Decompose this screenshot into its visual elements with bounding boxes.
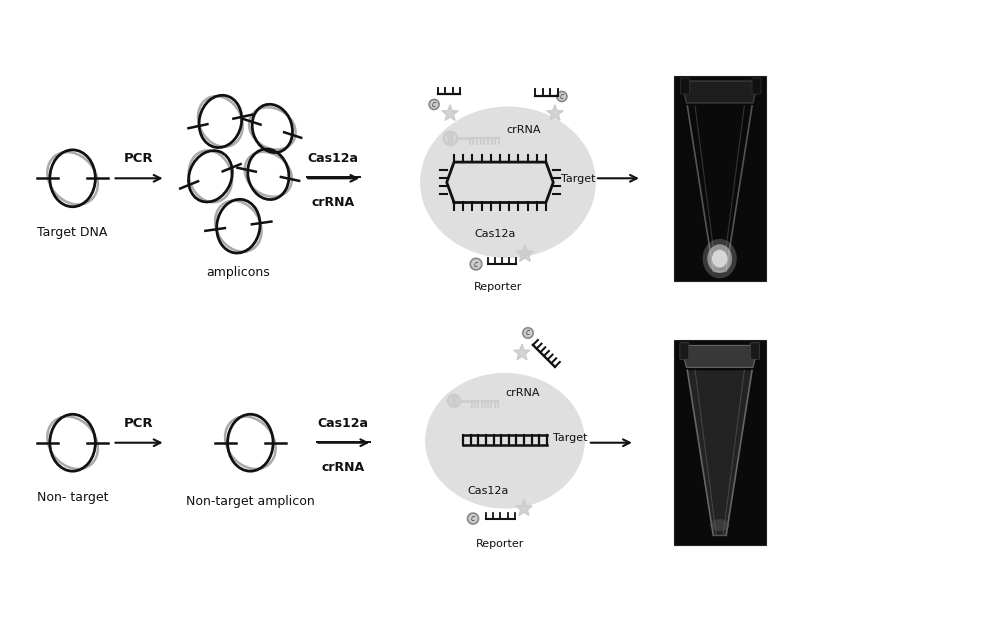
FancyBboxPatch shape bbox=[752, 78, 761, 94]
Polygon shape bbox=[442, 105, 458, 120]
Polygon shape bbox=[681, 346, 758, 367]
Circle shape bbox=[523, 328, 533, 338]
Text: Cas12a: Cas12a bbox=[308, 153, 359, 165]
Polygon shape bbox=[514, 344, 530, 360]
Polygon shape bbox=[547, 105, 563, 120]
Text: Target: Target bbox=[553, 433, 587, 442]
Ellipse shape bbox=[425, 373, 585, 508]
FancyBboxPatch shape bbox=[751, 342, 760, 360]
FancyBboxPatch shape bbox=[680, 78, 689, 94]
Text: Reporter: Reporter bbox=[476, 539, 524, 549]
Text: Non-target amplicon: Non-target amplicon bbox=[186, 494, 315, 508]
Text: crRNA: crRNA bbox=[506, 125, 540, 135]
Ellipse shape bbox=[712, 249, 727, 268]
Ellipse shape bbox=[707, 244, 732, 273]
Text: c: c bbox=[560, 92, 564, 101]
FancyBboxPatch shape bbox=[674, 76, 766, 280]
Text: Cas12a: Cas12a bbox=[318, 417, 369, 430]
Polygon shape bbox=[516, 500, 532, 515]
Circle shape bbox=[557, 92, 567, 101]
Text: crRNA: crRNA bbox=[505, 388, 539, 398]
Text: Target: Target bbox=[561, 174, 595, 184]
Ellipse shape bbox=[420, 106, 596, 258]
FancyBboxPatch shape bbox=[674, 341, 766, 545]
Polygon shape bbox=[687, 370, 752, 535]
Text: c: c bbox=[471, 514, 475, 523]
Text: PCR: PCR bbox=[124, 417, 153, 430]
Text: crRNA: crRNA bbox=[322, 461, 365, 473]
Text: c: c bbox=[432, 100, 436, 109]
Text: Non- target: Non- target bbox=[37, 491, 108, 504]
Text: c: c bbox=[474, 260, 478, 268]
Text: c: c bbox=[526, 329, 530, 337]
Polygon shape bbox=[681, 81, 758, 103]
Polygon shape bbox=[516, 245, 534, 261]
Ellipse shape bbox=[703, 239, 737, 279]
Text: amplicons: amplicons bbox=[206, 266, 270, 279]
Text: Cas12a: Cas12a bbox=[467, 486, 508, 496]
Text: PCR: PCR bbox=[124, 153, 153, 165]
Circle shape bbox=[429, 99, 439, 110]
FancyBboxPatch shape bbox=[680, 342, 689, 360]
Text: Reporter: Reporter bbox=[474, 282, 522, 292]
Text: Target DNA: Target DNA bbox=[37, 226, 108, 239]
Text: Cas12a: Cas12a bbox=[474, 229, 515, 239]
Ellipse shape bbox=[710, 519, 729, 531]
Text: crRNA: crRNA bbox=[312, 196, 355, 210]
Circle shape bbox=[468, 513, 479, 524]
Circle shape bbox=[470, 258, 482, 270]
